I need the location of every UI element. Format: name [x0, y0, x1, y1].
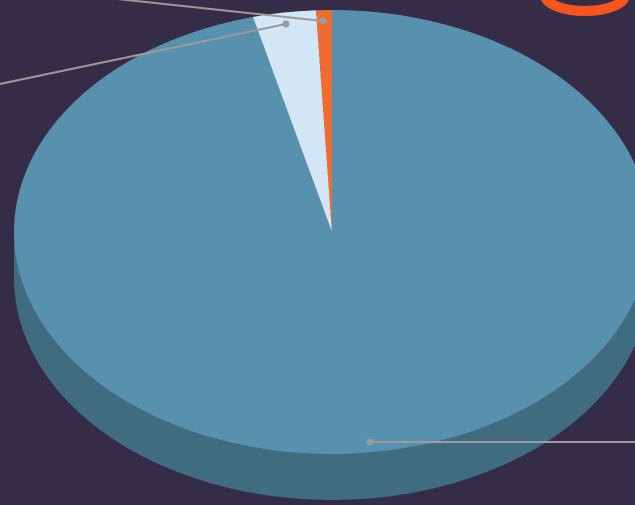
- leader-line-light-dot: [282, 20, 290, 28]
- pie-slice-orange: [316, 10, 332, 232]
- leader-line-orange: [117, 0, 324, 22]
- leader-line-large-dot: [366, 438, 374, 446]
- pie-side-wall: [14, 232, 635, 500]
- corner-accent-mark: [541, 0, 629, 16]
- leader-line-light: [0, 23, 287, 85]
- pie-layer: [14, 10, 635, 500]
- pie-slice-large: [14, 10, 635, 454]
- leader-line-orange-dot: [319, 17, 327, 25]
- leader-lines: [0, 0, 635, 446]
- pie-slice-light: [252, 10, 332, 233]
